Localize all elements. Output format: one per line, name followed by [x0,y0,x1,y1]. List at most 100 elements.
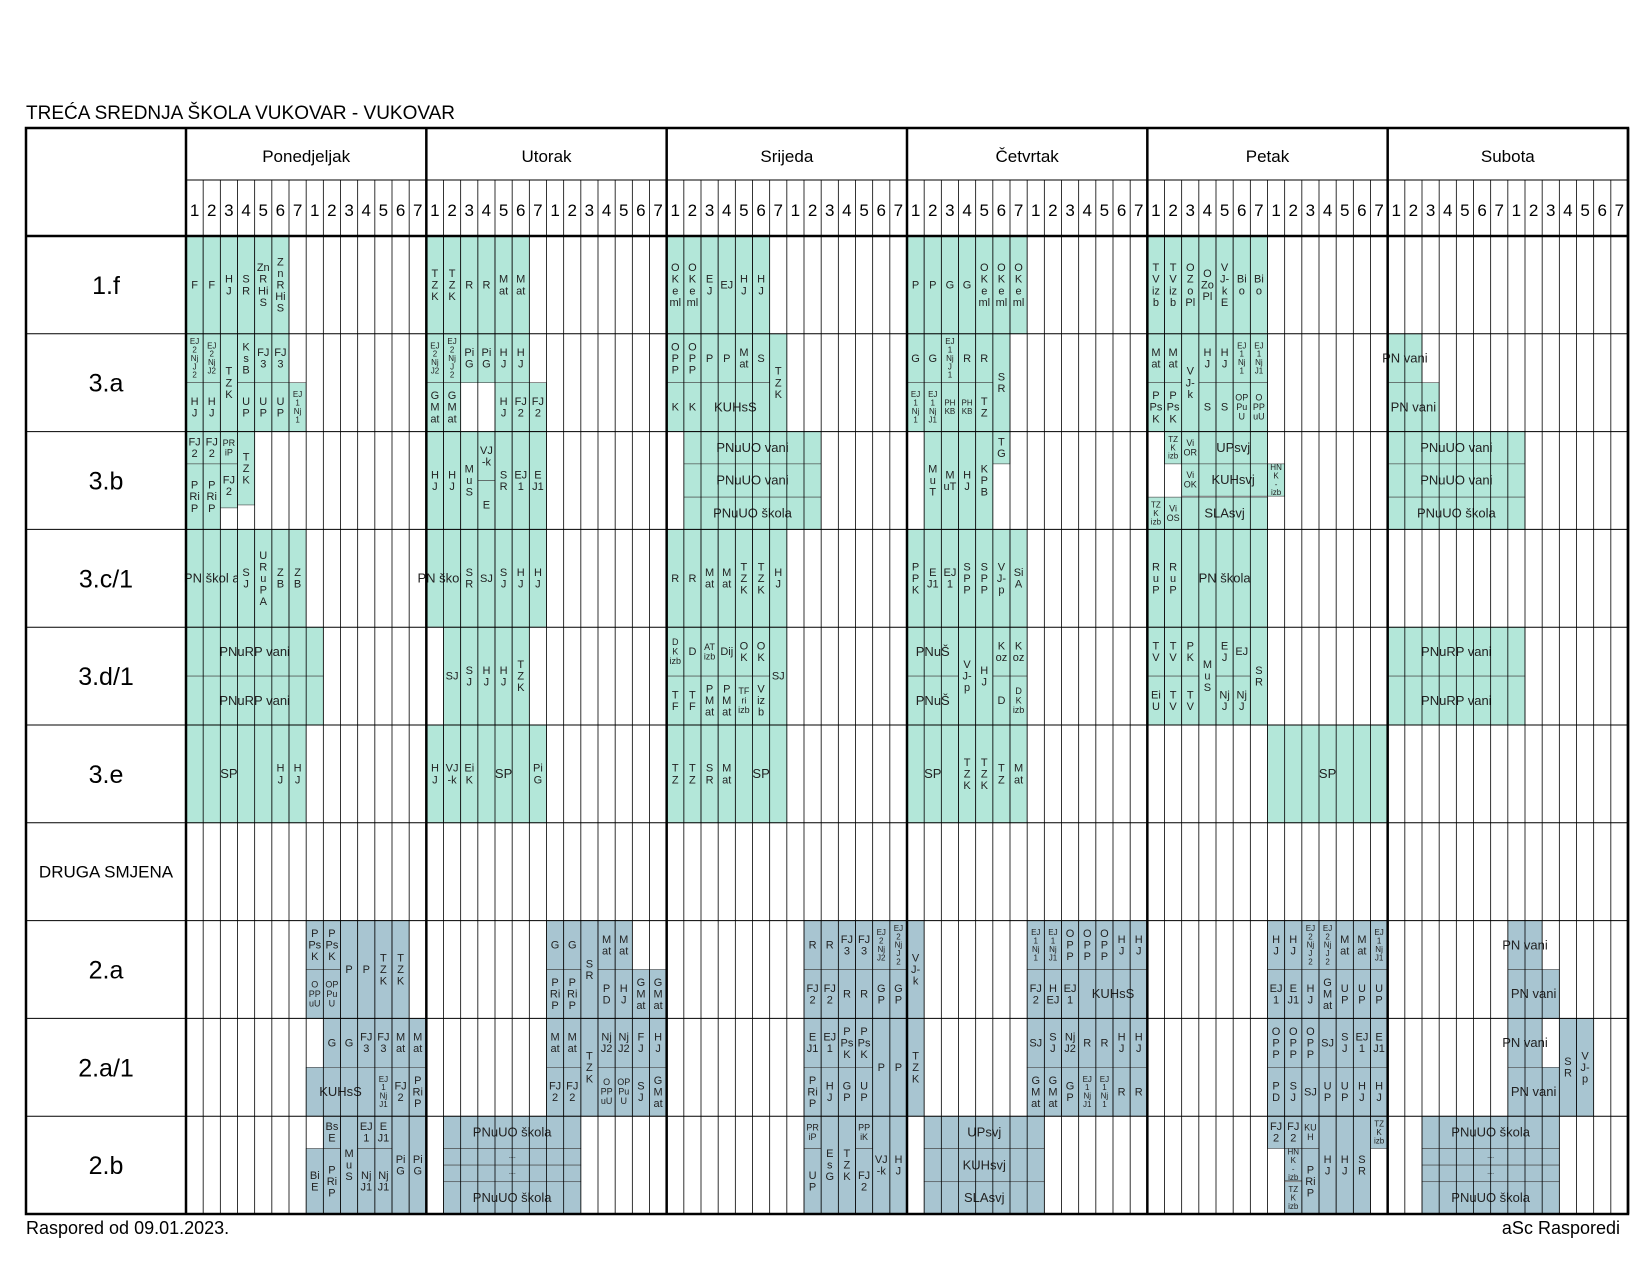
lesson-block[interactable]: Nj J2 [614,1018,633,1068]
lesson-block[interactable]: S [1215,382,1234,432]
lesson-block[interactable]: E [477,480,496,530]
lesson-block[interactable]: D [683,626,702,677]
lesson-block[interactable]: SJ [1026,1018,1045,1068]
lesson-block[interactable]: FJ 2 [855,1148,873,1215]
lesson-block[interactable]: Pi G [408,1115,427,1215]
lesson-block[interactable]: P [700,333,719,383]
lesson-block[interactable]: FJ 2 [1267,1115,1285,1149]
lesson-block[interactable]: P Ps K [855,1018,873,1068]
lesson-block[interactable]: P [717,333,736,383]
lesson-block[interactable]: Vi OS [1164,496,1182,530]
lesson-block[interactable]: EJ 1 Nj 1 [1095,1067,1114,1117]
lesson-block[interactable]: EJ 1 Nj 1 [1026,920,1045,970]
lesson-block[interactable]: FJ 2 [202,431,221,465]
lesson-block[interactable]: R [1095,1018,1114,1068]
lesson-block[interactable]: G [923,333,942,383]
lesson-block[interactable]: FJ 2 [529,382,547,432]
lesson-block[interactable]: FJ 2 [1026,969,1045,1019]
lesson-block[interactable]: PN vani [1507,1067,1560,1117]
lesson-block[interactable]: SJ [1318,1018,1337,1068]
lesson-block[interactable]: P Ps K [323,920,341,970]
lesson-block[interactable]: G [958,235,976,335]
lesson-block[interactable]: FJ 2 [803,969,822,1019]
lesson-block[interactable]: P [357,920,376,1019]
lesson-block[interactable]: FJ 3 [855,920,873,970]
lesson-block[interactable]: R [820,920,839,970]
lesson-block[interactable]: FJ 2 [1284,1115,1303,1149]
lesson-block[interactable]: KU H [1301,1115,1320,1149]
lesson-block[interactable]: VJ-k [872,1115,891,1215]
lesson-block[interactable]: SP [906,724,959,824]
lesson-block[interactable]: P Ps K [838,1018,856,1068]
lesson-block[interactable]: PN škola [1181,529,1268,628]
lesson-block[interactable]: SP [185,724,273,824]
lesson-block[interactable]: Ei K [460,724,479,824]
lesson-block[interactable]: PN vani [1507,969,1560,1019]
lesson-block[interactable]: P Ps K [305,920,324,970]
lesson-block[interactable]: Nj J [1215,675,1234,726]
lesson-block[interactable]: Ei U [1147,675,1165,726]
lesson-block[interactable]: PN vani [1387,382,1440,432]
lesson-block[interactable]: F [202,235,221,335]
lesson-block[interactable]: Pi G [460,333,479,383]
